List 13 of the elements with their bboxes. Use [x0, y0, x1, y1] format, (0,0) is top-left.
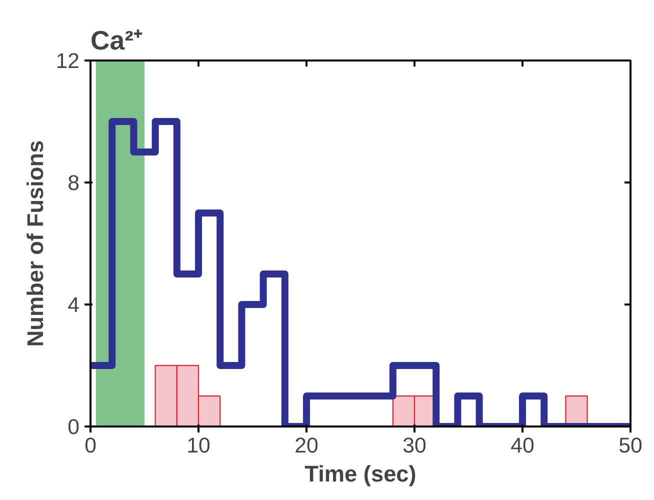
- y-axis-title: Number of Fusions: [22, 140, 48, 347]
- x-axis-title: Time (sec): [304, 460, 416, 486]
- x-tick-label: 30: [402, 434, 426, 458]
- y-tick-label: 4: [68, 293, 80, 317]
- x-tick-label: 20: [294, 434, 318, 458]
- x-tick-label: 40: [510, 434, 534, 458]
- x-tick-label: 0: [84, 434, 97, 458]
- y-tick-label: 8: [68, 171, 80, 195]
- y-tick-label: 12: [56, 49, 80, 73]
- y-tick-label: 0: [68, 415, 80, 439]
- x-tick-label: 10: [186, 434, 210, 458]
- chart-title: Ca²⁺: [90, 26, 142, 56]
- x-tick-label: 50: [618, 434, 642, 458]
